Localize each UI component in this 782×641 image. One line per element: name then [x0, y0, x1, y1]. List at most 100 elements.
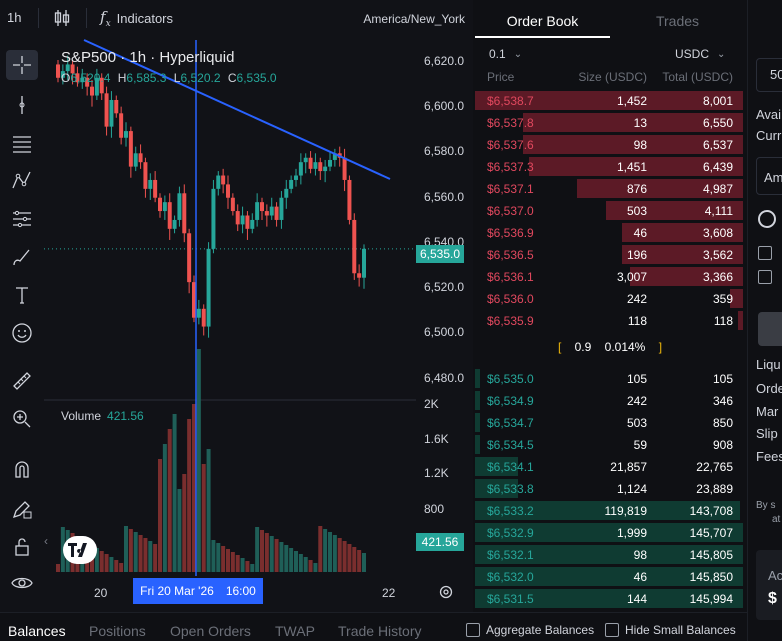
price-axis[interactable] — [416, 36, 473, 576]
ask-row[interactable]: $6,535.9 118 118 — [475, 310, 745, 330]
bid-row[interactable]: $6,532.9 1,999 145,707 — [475, 522, 745, 542]
bid-row[interactable]: $6,535.0 105 105 — [475, 368, 745, 388]
projection-tool[interactable] — [6, 204, 38, 234]
bid-row[interactable]: $6,533.2 119,819 143,708 — [475, 500, 745, 520]
volume-bar — [201, 464, 206, 572]
candle-body — [211, 188, 216, 249]
tab-positions[interactable]: Positions — [89, 623, 146, 639]
bid-price: $6,532.1 — [487, 548, 534, 562]
bid-row[interactable]: $6,533.8 1,124 23,889 — [475, 478, 745, 498]
chart-settings-icon[interactable] — [438, 584, 454, 600]
current-label: Curr — [756, 128, 782, 143]
ask-row[interactable]: $6,536.9 46 3,608 — [475, 222, 745, 242]
ask-row[interactable]: $6,536.1 3,007 3,366 — [475, 266, 745, 286]
bid-row[interactable]: $6,531.5 144 145,994 — [475, 588, 745, 608]
bid-size: 59 — [633, 438, 647, 452]
checkbox[interactable] — [758, 270, 772, 284]
tab-trades[interactable]: Trades — [655, 13, 700, 29]
tab-twap[interactable]: TWAP — [275, 623, 315, 639]
ask-row[interactable]: $6,537.3 1,451 6,439 — [475, 156, 745, 176]
bid-row[interactable]: $6,532.0 46 145,850 — [475, 566, 745, 586]
volume-bar — [56, 564, 60, 572]
candle-body — [240, 215, 245, 225]
tab-trade-history[interactable]: Trade History — [338, 623, 422, 639]
currency-select[interactable]: USDC ⌄ — [675, 47, 725, 61]
divider — [86, 8, 87, 28]
tab-open-orders[interactable]: Open Orders — [170, 623, 251, 639]
bid-row[interactable]: $6,534.1 21,857 22,765 — [475, 456, 745, 476]
ask-row[interactable]: $6,536.5 196 3,562 — [475, 244, 745, 264]
candle-body — [279, 197, 284, 220]
amount-input[interactable] — [756, 157, 782, 195]
fib-tool[interactable] — [6, 128, 38, 158]
lock-drawings-tool[interactable] — [6, 532, 38, 562]
timeframe-selector[interactable]: 1h — [7, 10, 22, 25]
hide-small-balances-toggle[interactable]: Hide Small Balances — [605, 623, 736, 637]
zoom-tool[interactable] — [6, 404, 38, 434]
ask-row[interactable]: $6,537.8 13 6,550 — [475, 112, 745, 132]
aggregate-balances-toggle[interactable]: Aggregate Balances — [466, 623, 594, 637]
tab-balances[interactable]: Balances — [8, 623, 66, 639]
volume-bar — [284, 545, 289, 572]
candles-icon[interactable] — [52, 8, 72, 28]
candle-body — [104, 93, 109, 127]
trade-panel: 50 Avai Curr Am Liqu Orde Mar Slip Fees … — [747, 0, 782, 641]
brush-tool[interactable] — [6, 242, 38, 272]
ask-row[interactable]: $6,537.0 503 4,111 — [475, 200, 745, 220]
bid-row[interactable]: $6,532.1 98 145,805 — [475, 544, 745, 564]
symbol-title[interactable]: S&P500 · 1h · Hyperliquid — [61, 49, 235, 66]
bid-row[interactable]: $6,534.5 59 908 — [475, 434, 745, 454]
magnet-tool[interactable] — [6, 454, 38, 484]
checkbox[interactable] — [605, 623, 619, 637]
timezone-label[interactable]: America/New_York — [363, 12, 465, 26]
candle-body — [332, 153, 337, 160]
bid-row[interactable]: $6,534.7 503 850 — [475, 412, 745, 432]
projection-icon — [13, 210, 31, 228]
ask-row[interactable]: $6,537.1 876 4,987 — [475, 178, 745, 198]
bid-price: $6,532.0 — [487, 570, 534, 584]
checkbox[interactable] — [466, 623, 480, 637]
ask-size: 98 — [633, 138, 647, 152]
crosshair-tool[interactable] — [6, 50, 38, 80]
pattern-tool[interactable] — [6, 166, 38, 196]
tick-size-select[interactable]: 0.1 ⌄ — [489, 47, 522, 61]
stay-drawing-tool[interactable] — [6, 494, 38, 524]
text-tool[interactable] — [6, 280, 38, 310]
ask-size: 1,451 — [616, 160, 647, 174]
bid-total: 145,805 — [689, 548, 733, 562]
radio-button[interactable] — [758, 210, 776, 228]
volume-bar — [162, 444, 167, 572]
indicators-button[interactable]: fx Indicators — [100, 8, 173, 29]
hide-drawings-tool[interactable] — [6, 568, 38, 598]
depth-bar — [475, 567, 743, 586]
volume-bar — [245, 561, 250, 572]
volume-bar — [119, 563, 124, 572]
candle-body — [230, 197, 235, 212]
emoji-tool[interactable] — [6, 318, 38, 348]
volume-bar — [206, 449, 211, 572]
candle-body — [187, 233, 192, 283]
ask-row[interactable]: $6,536.0 242 359 — [475, 288, 745, 308]
header-size: Size (USDC) — [578, 70, 647, 84]
vertical-line-tool[interactable] — [6, 90, 38, 120]
volume-bar — [303, 557, 308, 572]
volume-bar — [235, 555, 240, 572]
bid-row[interactable]: $6,534.9 242 346 — [475, 390, 745, 410]
volume-legend: Volume 421.56 — [61, 409, 144, 423]
candlestick-chart[interactable] — [44, 36, 416, 576]
tradingview-logo[interactable] — [63, 536, 97, 564]
ask-row[interactable]: $6,538.7 1,452 8,001 — [475, 90, 745, 110]
submit-button[interactable] — [758, 312, 782, 346]
size-input[interactable] — [756, 58, 782, 92]
ask-price: $6,535.9 — [487, 314, 534, 328]
ask-row[interactable]: $6,537.6 98 6,537 — [475, 134, 745, 154]
tab-order-book[interactable]: Order Book — [475, 0, 610, 38]
fees-label: Fees — [756, 449, 782, 464]
chevron-down-icon: ⌄ — [717, 48, 726, 60]
collapse-toolbar-icon[interactable]: ‹ — [44, 534, 48, 548]
margin-label: Mar — [756, 404, 779, 419]
close-value: 6,535.0 — [236, 71, 277, 85]
volume-bar — [352, 547, 357, 572]
checkbox[interactable] — [758, 246, 772, 260]
measure-tool[interactable] — [6, 366, 38, 396]
